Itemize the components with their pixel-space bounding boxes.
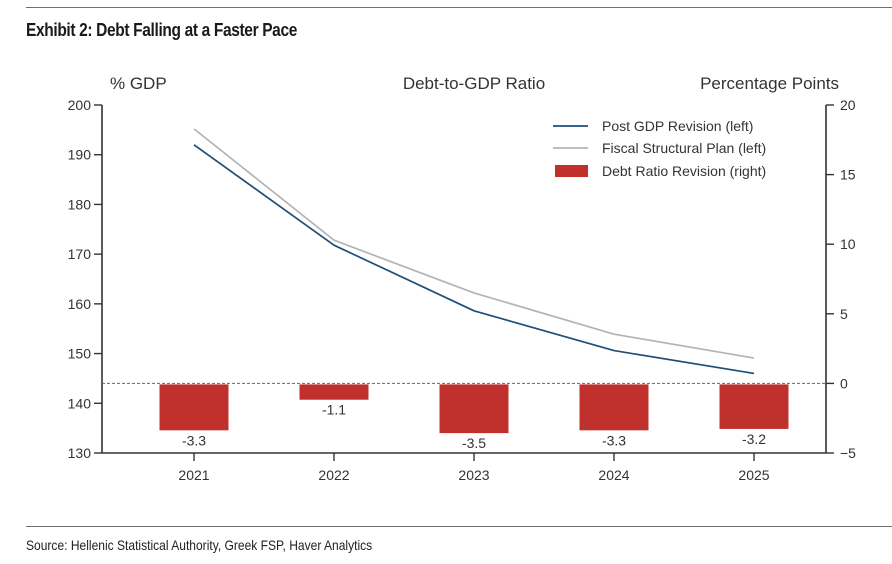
right-axis-tick-label: 0 xyxy=(840,375,848,391)
legend-label: Debt Ratio Revision (right) xyxy=(602,163,766,179)
post-gdp-revision-line xyxy=(193,144,755,375)
bar-data-label: -3.3 xyxy=(602,432,626,448)
left-axis-tick-label: 150 xyxy=(68,346,92,362)
left-axis-tick-label: 160 xyxy=(68,296,92,312)
right-axis-label: Percentage Points xyxy=(700,74,839,93)
right-axis-tick-label: 15 xyxy=(840,167,856,183)
legend-label: Fiscal Structural Plan (left) xyxy=(602,140,766,156)
bar-2022 xyxy=(299,384,369,400)
left-axis-tick-label: 140 xyxy=(68,395,92,411)
left-axis-tick-label: 170 xyxy=(68,246,92,262)
chart-title: Debt-to-GDP Ratio xyxy=(403,74,545,93)
left-axis-tick-label: 180 xyxy=(68,196,92,212)
top-rule xyxy=(26,7,892,8)
right-axis-tick-label: −5 xyxy=(840,445,856,461)
x-axis-tick-label: 2025 xyxy=(738,467,769,483)
left-axis-tick-label: 200 xyxy=(68,97,92,113)
left-axis-tick-label: 190 xyxy=(68,147,92,163)
legend-swatch-bar xyxy=(555,165,588,177)
source-note: Source: Hellenic Statistical Authority, … xyxy=(26,537,373,553)
legend: Post GDP Revision (left) Fiscal Structura… xyxy=(553,118,766,179)
x-axis-tick-label: 2021 xyxy=(178,467,209,483)
legend-label: Post GDP Revision (left) xyxy=(602,118,753,134)
left-axis-label: % GDP xyxy=(110,74,167,93)
right-axis-tick-label: 5 xyxy=(840,306,848,322)
bar-2023 xyxy=(439,384,509,434)
x-axis-tick-label: 2022 xyxy=(318,467,349,483)
bar-data-label: -3.2 xyxy=(742,431,766,447)
bar-2024 xyxy=(579,384,649,431)
x-axis-tick-label: 2024 xyxy=(598,467,629,483)
right-axis-tick-label: 20 xyxy=(840,97,856,113)
bar-data-label: -3.3 xyxy=(182,432,206,448)
bar-data-label: -3.5 xyxy=(462,435,486,451)
bar-data-label: -1.1 xyxy=(322,402,346,418)
right-axis-tick-label: 10 xyxy=(840,236,856,252)
bar-2021 xyxy=(159,384,229,431)
exhibit-title: Exhibit 2: Debt Falling at a Faster Pace xyxy=(26,20,297,40)
x-axis-tick-label: 2023 xyxy=(458,467,489,483)
bar-2025 xyxy=(719,384,789,429)
left-axis-tick-label: 130 xyxy=(68,445,92,461)
bottom-rule xyxy=(26,526,892,527)
